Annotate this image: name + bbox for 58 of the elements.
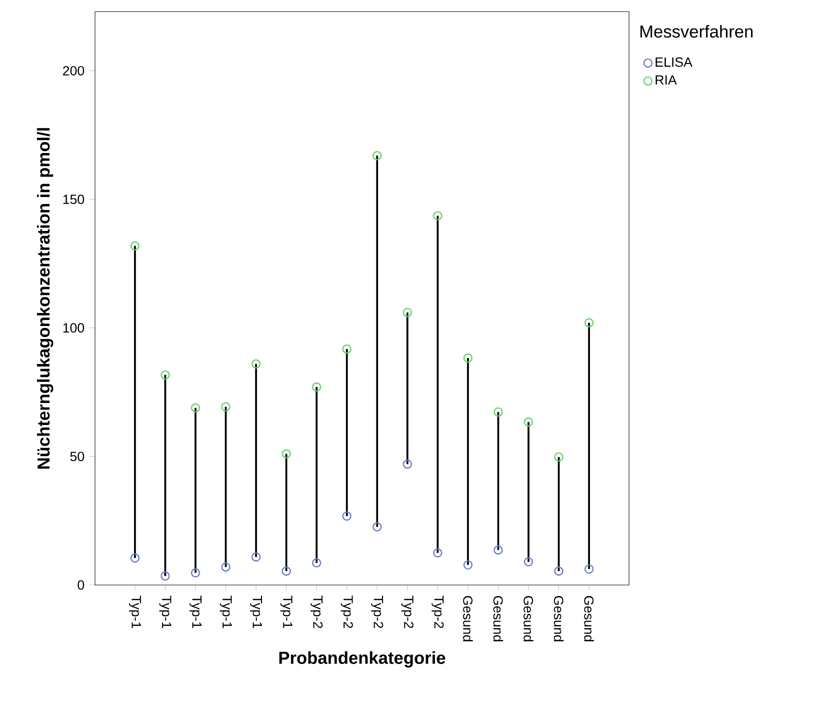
point [463,353,473,363]
point [524,557,534,566]
x-tick-label: Gesund [524,596,534,642]
legend-label: ELISA [656,57,692,67]
point [524,417,534,427]
x-tick-label: Typ-1 [190,596,202,628]
x-tick-label: Gesund [584,596,594,642]
x-tick-label: Typ-1 [220,596,232,628]
x-tick-label: Typ-1 [129,596,141,628]
x-axis-title: Probandenkategorie [279,651,446,668]
point [402,308,412,318]
y-axis-title: Nüchternglukagonkonzentration in pmol/l [36,128,54,469]
point [312,382,322,392]
x-tick-label: Typ-1 [159,596,172,628]
point [190,403,200,412]
point [342,344,352,354]
point [372,151,382,160]
y-tick-label: 50 [70,452,84,462]
point [494,545,503,555]
point [463,560,473,570]
y-tick-label: 150 [63,194,84,204]
legend-title: Messverfahren [640,24,753,38]
point [160,571,170,581]
x-tick-label: Gesund [493,596,504,642]
point [221,562,230,572]
y-tick-label: 100 [63,323,84,333]
point [190,568,200,578]
x-tick-label: Typ-2 [310,596,323,628]
x-tick-label: Typ-1 [280,596,292,628]
x-tick-label: Typ-2 [432,596,444,628]
point [251,552,261,562]
point [282,566,291,576]
point [130,553,140,563]
point [584,564,594,574]
point [494,407,503,417]
point [130,241,140,250]
point [342,511,352,521]
x-tick-label: Typ-2 [401,596,414,628]
x-tick-label: Typ-2 [340,596,353,628]
point [251,359,261,368]
x-tick-label: Typ-1 [250,596,262,628]
y-tick-label: 0 [78,580,84,590]
point [433,211,442,220]
x-tick-label: Typ-2 [371,596,384,628]
x-tick-label: Gesund [554,596,564,642]
point [433,548,442,558]
legend-label: RIA [656,75,677,85]
point [282,449,291,458]
x-tick-label: Gesund [463,596,473,642]
point [372,522,382,532]
point [584,318,594,328]
point [160,370,170,380]
point [221,402,230,412]
point [312,558,322,568]
point [402,460,412,469]
y-tick-label: 200 [63,66,84,76]
point [554,566,564,576]
point [554,452,564,462]
